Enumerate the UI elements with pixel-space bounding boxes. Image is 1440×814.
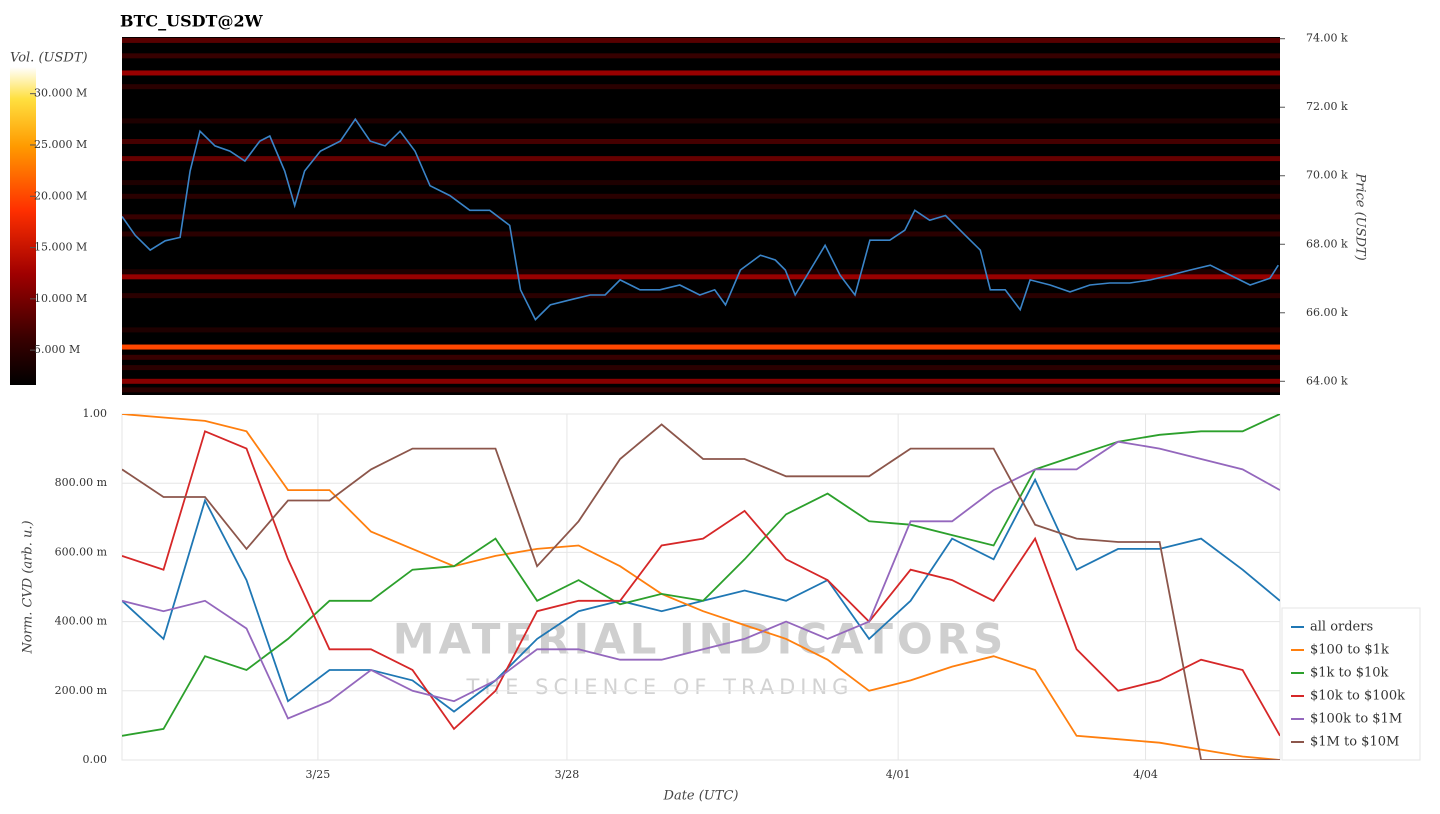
colorbar-tick-label: 25.000 M [34,138,87,151]
legend-label: $100k to $1M [1310,712,1402,727]
heat-band [122,193,1280,199]
heat-band [122,84,1280,90]
watermark: THE SCIENCE OF TRADING [466,675,854,699]
heat-band [122,387,1280,393]
series-line [122,414,1280,737]
y-axis-title: Price (USDT) [1353,172,1368,260]
y-tick-label: 64.00 k [1306,374,1348,387]
lines [122,414,1280,760]
heat-band [122,53,1280,59]
heat-band [122,37,1280,43]
heat-band [122,70,1280,76]
x-tick-label: 4/04 [1133,768,1158,781]
x-tick-label: 4/01 [886,768,911,781]
heat-band [122,378,1280,384]
y-tick-label: 68.00 k [1306,237,1348,250]
y-tick-label: 600.00 m [55,545,108,558]
heat-band [122,231,1280,237]
y-tick-label: 70.00 k [1306,169,1348,182]
y-tick-label: 74.00 k [1306,32,1348,45]
heat-band [122,344,1280,350]
colorbar-tick-label: 15.000 M [34,241,87,254]
heat-band [122,354,1280,360]
legend-label: $1k to $10k [1310,666,1389,681]
heat-band [122,156,1280,162]
heat-band [122,138,1280,144]
heat-band [122,274,1280,280]
colorbar-tick-label: 30.000 M [34,87,87,100]
y-tick-label: 72.00 k [1306,100,1348,113]
heatmap [122,37,1280,393]
colorbar-tick-label: 5.000 M [34,343,80,356]
price-line [122,117,1279,321]
colorbar-tick-label: 20.000 M [34,189,87,202]
heat-band [122,269,1280,275]
y-tick-label: 0.00 [83,753,108,766]
legend-box [1281,607,1421,761]
heat-band [122,293,1280,299]
heat-band [122,180,1280,186]
colorbar-tick-label: 10.000 M [34,292,87,305]
watermark: MATERIAL INDICATORS [393,615,1008,664]
legend-label: $100 to $1k [1310,643,1389,658]
x-tick-label: 3/25 [306,768,331,781]
x-axis-title: Date (UTC) [663,789,739,804]
chart-title: BTC_USDT@2W [120,12,264,31]
heat-band [122,327,1280,333]
y-tick-label: 66.00 k [1306,306,1348,319]
y-tick-label: 800.00 m [55,476,108,489]
series-line [122,423,1280,760]
heat-band [122,365,1280,371]
y-tick-label: 400.00 m [55,615,108,628]
legend-label: all orders [1310,620,1373,635]
y-axis-title: Norm. CVD (arb. u.) [21,520,36,654]
series-line [122,414,1280,760]
y-tick-label: 1.00 [83,407,108,420]
legend-label: $10k to $100k [1310,689,1405,704]
series-line [122,440,1280,720]
heat-band [122,118,1280,124]
legend-label: $1M to $10M [1310,735,1399,750]
colorbar-label: Vol. (USDT) [10,51,88,66]
y-tick-label: 200.00 m [55,684,108,697]
colorbar [10,67,36,385]
plot-area [121,413,1281,761]
x-tick-label: 3/28 [555,768,580,781]
heat-band [122,214,1280,220]
series-line [122,430,1280,737]
